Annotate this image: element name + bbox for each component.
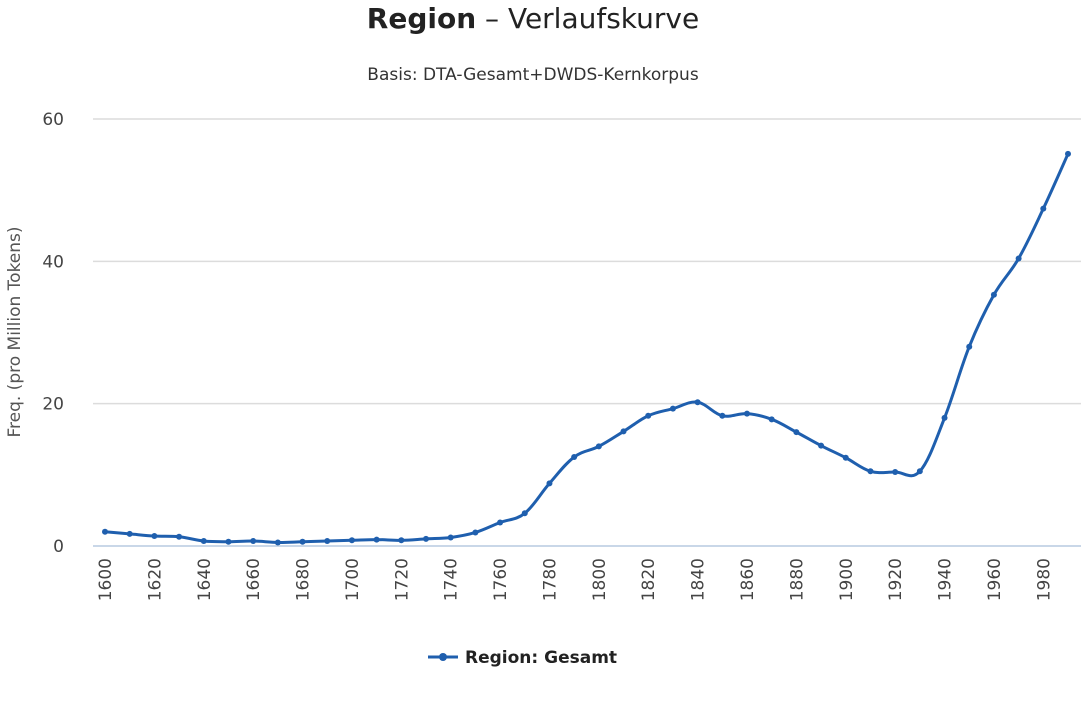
- data-point[interactable]: [571, 454, 578, 461]
- data-point[interactable]: [225, 538, 232, 545]
- data-point[interactable]: [694, 399, 701, 406]
- x-tick-label: 1740: [442, 558, 462, 601]
- data-point[interactable]: [176, 533, 183, 540]
- data-point[interactable]: [1015, 255, 1022, 262]
- chart-subtitle: Basis: DTA-Gesamt+DWDS-Kernkorpus: [367, 65, 699, 85]
- data-point[interactable]: [102, 528, 108, 535]
- x-tick-label: 1900: [837, 558, 857, 601]
- data-point[interactable]: [423, 535, 429, 542]
- data-point[interactable]: [521, 510, 528, 517]
- data-point[interactable]: [348, 537, 355, 544]
- data-point[interactable]: [793, 429, 800, 436]
- data-point[interactable]: [867, 468, 874, 475]
- data-point[interactable]: [768, 416, 775, 423]
- data-point[interactable]: [620, 428, 627, 435]
- data-point[interactable]: [472, 529, 479, 536]
- data-point[interactable]: [941, 414, 948, 421]
- data-point[interactable]: [274, 539, 281, 546]
- data-point[interactable]: [373, 536, 380, 543]
- data-point[interactable]: [126, 530, 133, 537]
- data-point[interactable]: [1065, 150, 1071, 157]
- data-point[interactable]: [818, 442, 825, 449]
- data-point[interactable]: [447, 534, 454, 541]
- chart-title: Region – Verlaufskurve: [367, 2, 699, 35]
- x-tick-labels: 1600 1620 1640 1660 1680 1700 1720 1740 1760 1780…: [96, 558, 1054, 601]
- data-point[interactable]: [842, 454, 849, 461]
- data-point[interactable]: [299, 538, 306, 545]
- data-point[interactable]: [669, 405, 676, 412]
- x-tick-label: 1940: [936, 558, 956, 601]
- data-point[interactable]: [546, 480, 553, 487]
- x-tick-label: 1600: [96, 558, 116, 601]
- series-line: [104, 153, 1070, 544]
- legend[interactable]: Region: Gesamt: [428, 648, 617, 668]
- y-tick-label: 20: [42, 395, 64, 415]
- data-point[interactable]: [645, 412, 652, 419]
- y-axis-label: Freq. (pro Million Tokens): [5, 226, 25, 437]
- x-tick-label: 1960: [985, 558, 1005, 601]
- data-point[interactable]: [151, 533, 158, 540]
- series-group: [102, 150, 1071, 546]
- legend-label: Region: Gesamt: [465, 648, 617, 668]
- data-point[interactable]: [719, 412, 726, 419]
- data-point[interactable]: [497, 519, 504, 526]
- data-point[interactable]: [966, 343, 973, 350]
- data-point[interactable]: [1040, 205, 1047, 212]
- data-point[interactable]: [200, 538, 207, 545]
- y-tick-label: 40: [42, 252, 64, 272]
- x-tick-label: 1860: [738, 558, 758, 601]
- x-tick-label: 1780: [540, 558, 560, 601]
- y-tick-label: 0: [53, 537, 64, 557]
- x-tick-label: 1720: [392, 558, 412, 601]
- grid-lines: [93, 118, 1081, 547]
- y-tick-label: 60: [42, 110, 64, 130]
- data-point[interactable]: [892, 468, 899, 475]
- data-point[interactable]: [990, 291, 997, 298]
- chart-title-rest: – Verlaufskurve: [476, 2, 699, 35]
- x-tick-label: 1820: [639, 558, 659, 601]
- data-point[interactable]: [916, 468, 923, 475]
- data-point[interactable]: [595, 443, 602, 450]
- y-tick-labels: 0 20 40 60: [42, 110, 64, 557]
- x-tick-label: 1620: [145, 558, 165, 601]
- chart-title-bold: Region: [367, 2, 476, 35]
- x-tick-label: 1980: [1034, 558, 1054, 601]
- legend-point-marker: [439, 653, 447, 661]
- data-point[interactable]: [324, 538, 331, 545]
- x-tick-label: 1880: [787, 558, 807, 601]
- x-tick-label: 1680: [294, 558, 314, 601]
- x-tick-label: 1700: [343, 558, 363, 601]
- x-tick-label: 1920: [886, 558, 906, 601]
- x-tick-label: 1800: [590, 558, 610, 601]
- x-tick-label: 1760: [491, 558, 511, 601]
- data-point[interactable]: [744, 410, 750, 417]
- data-point[interactable]: [250, 538, 257, 545]
- x-tick-label: 1660: [244, 558, 264, 601]
- data-point[interactable]: [398, 537, 405, 544]
- x-tick-label: 1640: [195, 558, 215, 601]
- x-tick-label: 1840: [689, 558, 709, 601]
